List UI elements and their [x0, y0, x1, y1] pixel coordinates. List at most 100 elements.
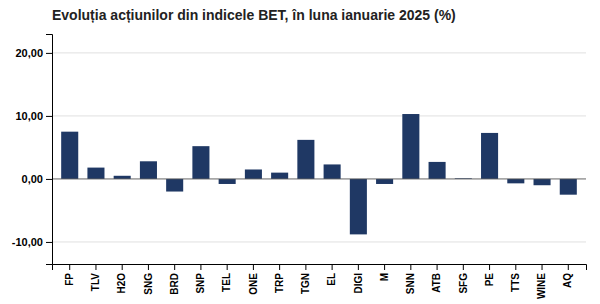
- tick-mark: [227, 264, 228, 270]
- tick-label: SNN: [405, 273, 416, 294]
- title: Evoluția acțiunilor din indicele BET, în…: [52, 7, 456, 23]
- axis-line: [46, 35, 53, 265]
- tick: H2O: [116, 264, 127, 294]
- tick-mark: [122, 264, 123, 270]
- x-axis: FP TLV H2O SNG BRD SNP TEL ONE TRP TGN EL DIGI M SNN A…: [53, 264, 587, 299]
- tick-mark: [95, 264, 96, 270]
- tick-mark: [358, 264, 359, 270]
- tick-label: TEL: [221, 273, 232, 292]
- tick-label: DIGI: [353, 273, 364, 294]
- tick-mark: [515, 264, 516, 270]
- grid-line: [52, 115, 586, 116]
- chart: -10,00 0,00 10,00 20,00 FP TLV H2O SNG BRD SNP TEL…: [0, 0, 600, 304]
- tick-label: TLV: [90, 273, 101, 291]
- tick: TEL: [221, 264, 232, 292]
- tick: 0,00: [22, 173, 52, 185]
- tick: 20,00: [15, 47, 52, 59]
- tick-label: 0,00: [22, 173, 43, 185]
- grid-line: [52, 52, 586, 53]
- tick-label: -10,00: [12, 236, 43, 248]
- bar: [297, 140, 314, 179]
- tick: WINE: [536, 264, 547, 299]
- tick-mark: [253, 264, 254, 270]
- tick-mark: [489, 264, 490, 270]
- bar: [350, 179, 367, 234]
- bar: [166, 179, 183, 192]
- tick-label: 20,00: [15, 47, 43, 59]
- tick: DIGI: [353, 264, 364, 294]
- tick-label: TRP: [274, 273, 285, 293]
- tick-mark: [46, 116, 52, 117]
- tick-mark: [148, 264, 149, 270]
- tick-label: M: [379, 273, 390, 281]
- bar: [560, 179, 577, 195]
- tick: SNP: [195, 264, 206, 294]
- tick-mark: [542, 264, 543, 270]
- tick-mark: [568, 264, 569, 270]
- tick-mark: [437, 264, 438, 270]
- tick-label: FP: [64, 273, 75, 286]
- grid-line: [52, 178, 586, 179]
- tick-label: TTS: [510, 273, 521, 292]
- tick-label: ONE: [248, 273, 259, 295]
- tick: ATB: [431, 264, 442, 293]
- tick-label: PE: [484, 273, 495, 287]
- tick-label: 10,00: [15, 110, 43, 122]
- tick-label: SFG: [458, 273, 469, 294]
- tick-mark: [305, 264, 306, 270]
- bar: [376, 179, 393, 184]
- axis-line: [53, 265, 587, 271]
- bars: [61, 114, 577, 234]
- tick-label: EL: [326, 273, 337, 286]
- tick: TRP: [274, 264, 285, 293]
- bar: [219, 179, 236, 184]
- bar: [140, 161, 157, 179]
- tick-label: BRD: [169, 273, 180, 295]
- tick: -10,00: [12, 236, 52, 248]
- tick: ONE: [248, 264, 259, 295]
- zero-line: [52, 178, 586, 179]
- tick: 10,00: [15, 110, 52, 122]
- tick-label: H2O: [116, 273, 127, 294]
- tick: PE: [484, 264, 495, 286]
- tick-mark: [200, 264, 201, 270]
- tick-mark: [279, 264, 280, 270]
- tick: SNG: [143, 264, 154, 295]
- tick-mark: [69, 264, 70, 270]
- bar: [245, 169, 262, 178]
- tick: FP: [64, 264, 75, 286]
- bar: [192, 146, 209, 179]
- tick-mark: [410, 264, 411, 270]
- grid: [52, 53, 586, 242]
- tick-mark: [174, 264, 175, 270]
- bar: [481, 133, 498, 179]
- bar: [114, 176, 131, 179]
- tick-label: SNG: [143, 273, 154, 295]
- bar: [61, 132, 78, 179]
- tick-mark: [46, 179, 52, 180]
- tick-label: AQ: [562, 273, 573, 288]
- plot: -10,00 0,00 10,00 20,00 FP TLV H2O SNG BRD SNP TEL…: [12, 35, 587, 300]
- y-axis: -10,00 0,00 10,00 20,00: [12, 35, 53, 265]
- tick-label: ATB: [431, 273, 442, 293]
- tick-mark: [46, 242, 52, 243]
- tick: EL: [326, 264, 337, 286]
- bar: [87, 168, 104, 179]
- grid-line: [52, 241, 586, 242]
- bar: [429, 162, 446, 179]
- bar: [534, 179, 551, 185]
- bar: [507, 179, 524, 183]
- tick: SFG: [458, 264, 469, 294]
- tick-label: TGN: [300, 273, 311, 294]
- tick-mark: [463, 264, 464, 270]
- tick-mark: [46, 53, 52, 54]
- bar: [324, 164, 341, 178]
- tick-mark: [332, 264, 333, 270]
- tick: TGN: [300, 264, 311, 294]
- tick: TTS: [510, 264, 521, 292]
- tick: M: [379, 264, 390, 281]
- tick-label: WINE: [536, 273, 547, 299]
- tick: AQ: [562, 264, 573, 288]
- tick-label: SNP: [195, 273, 206, 294]
- bar: [271, 173, 288, 179]
